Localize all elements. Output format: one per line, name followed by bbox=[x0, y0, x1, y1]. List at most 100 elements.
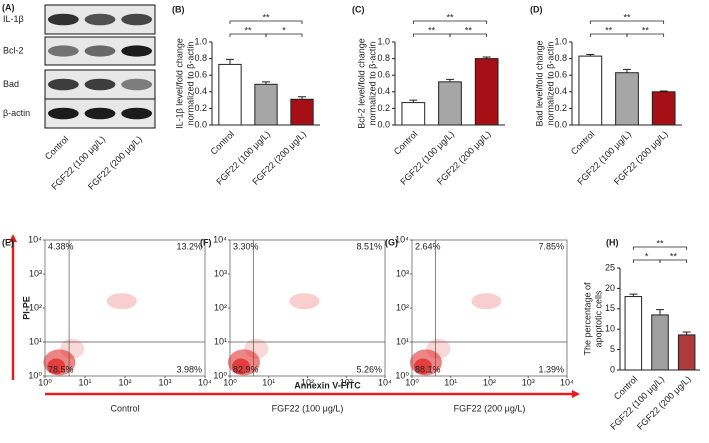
x-tick-label: Control bbox=[569, 129, 597, 157]
x-tick-label: 10³ bbox=[158, 377, 171, 387]
x-tick-label: 10³ bbox=[340, 377, 353, 387]
y-tick-label: 10⁰ bbox=[213, 370, 227, 380]
significance-label: ** bbox=[244, 25, 252, 35]
blot-band bbox=[84, 45, 116, 57]
significance-label: ** bbox=[670, 251, 678, 261]
x-tick-label: 10¹ bbox=[444, 377, 457, 387]
y-tick-label: 1.0 bbox=[554, 36, 567, 46]
panel-label: (F) bbox=[200, 237, 212, 247]
significance-label: ** bbox=[262, 12, 270, 22]
y-tick-label: 10⁰ bbox=[395, 370, 409, 380]
y-tick-label: 10⁴ bbox=[395, 234, 409, 244]
x-tick-label: 10⁰ bbox=[405, 377, 419, 387]
y-tick-label: 10³ bbox=[214, 268, 227, 278]
error-bar bbox=[226, 58, 234, 65]
significance-label: * bbox=[645, 251, 649, 261]
error-bar bbox=[298, 96, 306, 100]
panel-label: (G) bbox=[385, 237, 398, 247]
x-tick-label: 10⁴ bbox=[560, 377, 574, 387]
y-tick-label: 10² bbox=[396, 302, 409, 312]
x-axis-label: Annexin V-FITC bbox=[294, 380, 361, 390]
event-cloud bbox=[60, 338, 85, 359]
significance-bracket bbox=[659, 259, 688, 263]
significance-bracket bbox=[589, 20, 665, 24]
blot-band bbox=[47, 45, 79, 57]
event-cloud bbox=[106, 293, 137, 310]
y-tick-label: 0.4 bbox=[377, 86, 390, 96]
x-tick-label: 10¹ bbox=[262, 377, 275, 387]
x-tick-label: 10⁴ bbox=[198, 377, 212, 387]
significance-label: ** bbox=[428, 25, 436, 35]
quadrant-label: 8.51% bbox=[356, 241, 382, 251]
x-tick-label: 10² bbox=[301, 377, 314, 387]
y-tick-label: 0.2 bbox=[377, 103, 390, 113]
error-bar bbox=[629, 293, 638, 297]
y-tick-label: 10² bbox=[29, 302, 42, 312]
y-tick-label: 1.0 bbox=[194, 36, 207, 46]
bar bbox=[474, 58, 499, 126]
blot-band bbox=[121, 45, 153, 57]
y-tick-label: 10 bbox=[605, 324, 615, 334]
event-cloud bbox=[231, 358, 250, 375]
quadrant-label: 4.38% bbox=[48, 241, 74, 251]
error-bar bbox=[586, 53, 595, 57]
quadrant-label: 3.98% bbox=[176, 364, 202, 374]
x-tick-label: Control bbox=[43, 134, 71, 162]
blot-band bbox=[84, 107, 116, 120]
bar bbox=[615, 72, 639, 126]
error-bar bbox=[446, 78, 454, 82]
row-label: IL-1β bbox=[3, 14, 24, 24]
y-axis-label: normalized to β-actin bbox=[185, 42, 195, 126]
significance-label: ** bbox=[446, 12, 454, 22]
quadrant-label: 88.1% bbox=[415, 364, 441, 374]
y-tick-label: 10³ bbox=[396, 268, 409, 278]
row-label: Bad bbox=[3, 79, 19, 89]
y-tick-label: 0.0 bbox=[377, 119, 390, 129]
error-bar bbox=[659, 90, 668, 92]
error-bar bbox=[682, 331, 691, 335]
x-tick-label: 10⁰ bbox=[38, 377, 52, 387]
caption: FGF22 (200 μg/L) bbox=[454, 403, 526, 413]
significance-label: ** bbox=[623, 12, 631, 22]
quadrant-label: 82.9% bbox=[233, 364, 259, 374]
y-tick-label: 1.0 bbox=[377, 36, 390, 46]
significance-bracket bbox=[626, 33, 665, 37]
significance-bracket bbox=[449, 33, 488, 37]
y-tick-label: 0.0 bbox=[194, 119, 207, 129]
blot-band bbox=[47, 78, 79, 91]
event-cloud bbox=[47, 358, 66, 375]
panel-label: (A) bbox=[2, 2, 15, 12]
y-axis-label: IL-1β level/fold change bbox=[174, 38, 184, 129]
y-tick-label: 20 bbox=[605, 283, 615, 293]
event-cloud bbox=[413, 358, 432, 375]
bar bbox=[401, 102, 426, 126]
y-tick-label: 0.6 bbox=[377, 70, 390, 80]
blot-band bbox=[84, 13, 116, 26]
row-label: β-actin bbox=[3, 108, 30, 118]
bar bbox=[218, 63, 242, 126]
y-axis-label: The percentage of bbox=[582, 282, 592, 356]
y-tick-label: 0.8 bbox=[194, 53, 207, 63]
significance-label: ** bbox=[465, 25, 473, 35]
y-tick-label: 0.4 bbox=[194, 86, 207, 96]
x-tick-label: 10² bbox=[483, 377, 496, 387]
significance-bracket bbox=[632, 246, 688, 250]
blot-band bbox=[121, 78, 153, 91]
quadrant-label: 3.30% bbox=[233, 241, 259, 251]
panel-label: (H) bbox=[606, 237, 619, 247]
bar bbox=[254, 83, 278, 126]
blot-band bbox=[121, 13, 153, 26]
panel-label: (C) bbox=[352, 4, 365, 14]
quadrant-label: 7.85% bbox=[538, 241, 564, 251]
bar bbox=[290, 98, 314, 126]
significance-label: ** bbox=[605, 25, 613, 35]
x-tick-label: 10¹ bbox=[78, 377, 91, 387]
x-tick-label: 10⁰ bbox=[223, 377, 237, 387]
error-bar bbox=[656, 309, 664, 315]
blot-band bbox=[84, 78, 116, 91]
error-bar bbox=[482, 56, 491, 59]
event-cloud bbox=[471, 293, 502, 310]
blot-band bbox=[121, 107, 153, 120]
y-tick-label: 0.0 bbox=[554, 119, 567, 129]
